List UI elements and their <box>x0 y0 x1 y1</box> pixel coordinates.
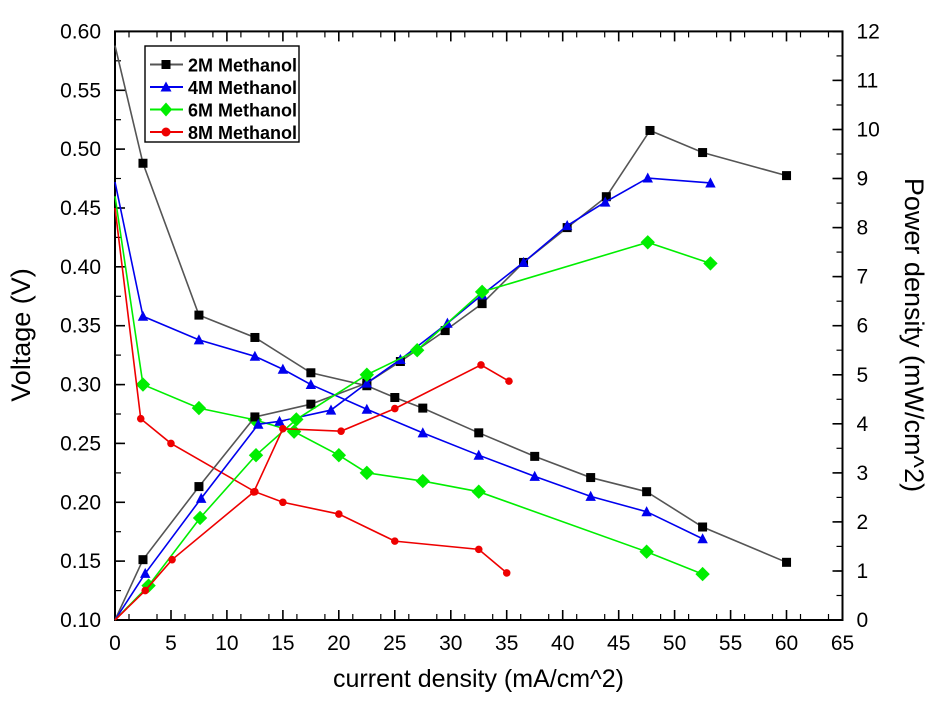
svg-text:2M Methanol: 2M Methanol <box>188 56 297 76</box>
svg-text:4M Methanol: 4M Methanol <box>188 78 297 98</box>
svg-text:8M Methanol: 8M Methanol <box>188 123 297 143</box>
svg-text:6M Methanol: 6M Methanol <box>188 101 297 121</box>
